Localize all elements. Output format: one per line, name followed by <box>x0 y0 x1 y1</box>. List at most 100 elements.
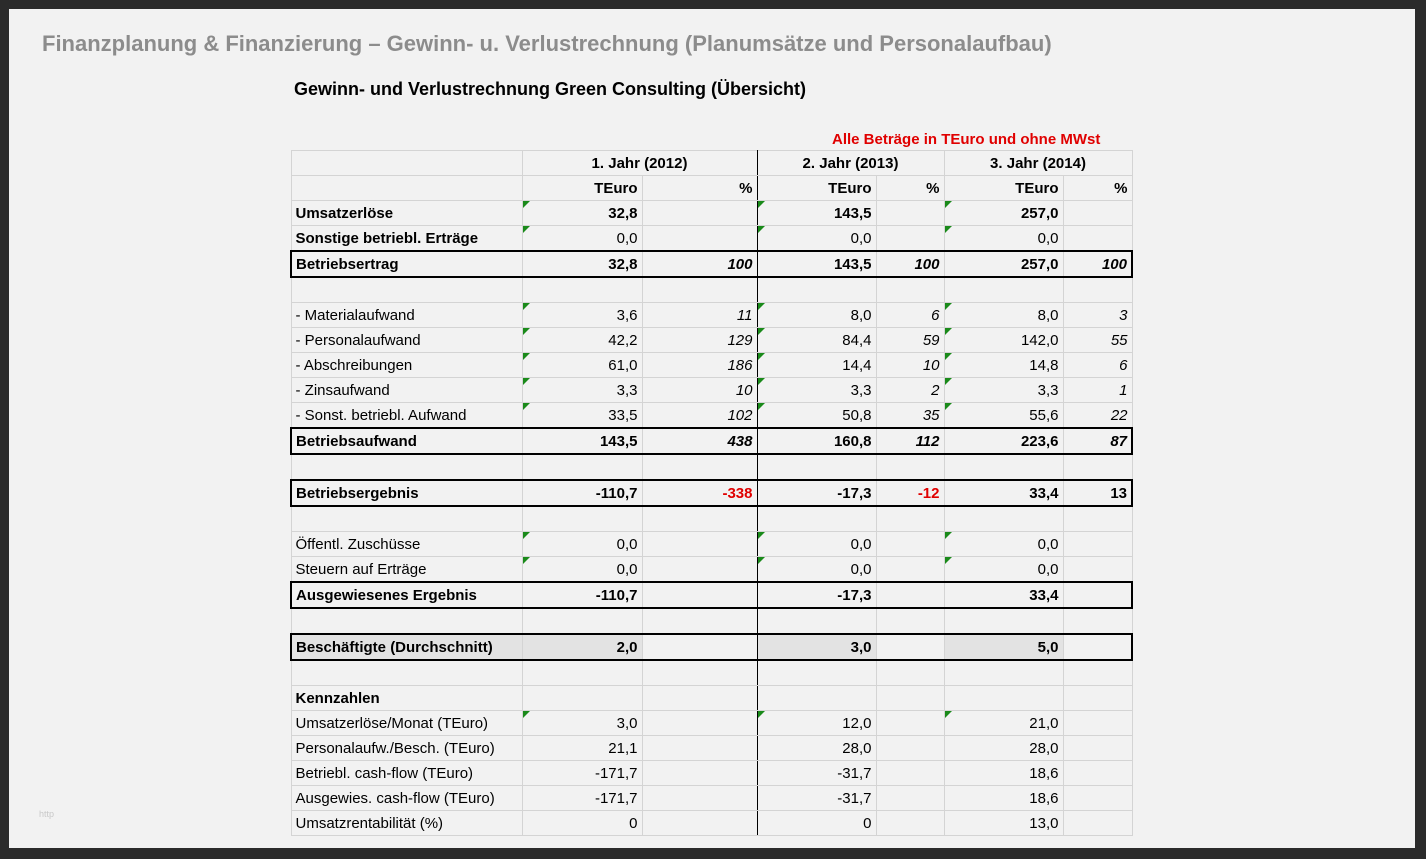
value-cell: -171,7 <box>521 760 643 786</box>
value-cell: -31,7 <box>756 760 877 786</box>
value-cell: 0,0 <box>756 556 877 583</box>
pct-cell <box>1062 581 1133 609</box>
profit-loss-table: 1. Jahr (2012) 2. Jahr (2013) 3. Jahr (2… <box>290 150 1133 836</box>
pct-cell: 100 <box>641 250 758 278</box>
row-label: Ausgewiesenes Ergebnis <box>290 581 523 609</box>
value-cell: 14,4 <box>756 352 877 378</box>
pct-cell <box>1062 200 1133 226</box>
value-cell: 2,0 <box>521 633 643 661</box>
pct-cell <box>641 633 758 661</box>
row-personal-besch: Personalaufw./Besch. (TEuro) 21,1 28,0 2… <box>290 735 1133 761</box>
pct-cell <box>875 810 945 836</box>
row-betriebl-cashflow: Betriebl. cash-flow (TEuro) -171,7 -31,7… <box>290 760 1133 786</box>
pct-cell: 186 <box>641 352 758 378</box>
watermark: http <box>39 809 55 819</box>
pct-cell <box>875 581 945 609</box>
pct-cell <box>1062 633 1133 661</box>
value-cell: 14,8 <box>943 352 1064 378</box>
row-zinsaufwand: - Zinsaufwand 3,3 10 3,3 2 3,3 1 <box>290 377 1133 403</box>
row-materialaufwand: - Materialaufwand 3,6 11 8,0 6 8,0 3 <box>290 302 1133 328</box>
row-label: Steuern auf Erträge <box>290 556 523 583</box>
value-cell: -110,7 <box>521 479 643 507</box>
row-label: Umsatzerlöse <box>290 200 523 226</box>
value-cell: 257,0 <box>943 200 1064 226</box>
value-cell: 50,8 <box>756 402 877 429</box>
pct-header: % <box>875 175 945 201</box>
row-label: - Sonst. betriebl. Aufwand <box>290 402 523 429</box>
pct-cell: -12 <box>875 479 945 507</box>
value-cell: 21,1 <box>521 735 643 761</box>
row-beschaeftigte: Beschäftigte (Durchschnitt) 2,0 3,0 5,0 <box>290 633 1133 661</box>
value-cell: 33,4 <box>943 479 1064 507</box>
value-cell: 223,6 <box>943 427 1064 455</box>
year-3-header: 3. Jahr (2014) <box>943 150 1133 176</box>
row-zuschuesse: Öffentl. Zuschüsse 0,0 0,0 0,0 <box>290 531 1133 557</box>
year-1-header: 1. Jahr (2012) <box>521 150 758 176</box>
pct-cell: 22 <box>1062 402 1133 429</box>
value-cell: 42,2 <box>521 327 643 353</box>
value-cell: 32,8 <box>521 250 643 278</box>
pct-header: % <box>641 175 758 201</box>
slide: Finanzplanung & Finanzierung – Gewinn- u… <box>9 9 1415 848</box>
pct-cell: 13 <box>1062 479 1133 507</box>
row-label: - Personalaufwand <box>290 327 523 353</box>
spacer-row <box>290 505 1133 532</box>
value-cell: 8,0 <box>756 302 877 328</box>
row-sonst-aufwand: - Sonst. betriebl. Aufwand 33,5 102 50,8… <box>290 402 1133 429</box>
value-cell: 18,6 <box>943 760 1064 786</box>
value-cell: 143,5 <box>756 250 877 278</box>
pct-cell: 2 <box>875 377 945 403</box>
row-label: Sonstige betriebl. Erträge <box>290 225 523 252</box>
pct-cell <box>1062 760 1133 786</box>
value-cell: 0,0 <box>943 531 1064 557</box>
pct-cell <box>641 710 758 736</box>
value-cell: -171,7 <box>521 785 643 811</box>
pct-cell: 102 <box>641 402 758 429</box>
unit-header: TEuro <box>943 175 1064 201</box>
value-cell: 0,0 <box>756 225 877 252</box>
pct-cell <box>641 531 758 557</box>
row-label: Beschäftigte (Durchschnitt) <box>290 633 523 661</box>
pct-cell: 35 <box>875 402 945 429</box>
row-kennzahlen: Kennzahlen <box>290 685 1133 711</box>
value-cell: 3,6 <box>521 302 643 328</box>
value-cell: 33,5 <box>521 402 643 429</box>
row-ausgewies-cashflow: Ausgewies. cash-flow (TEuro) -171,7 -31,… <box>290 785 1133 811</box>
row-label: - Zinsaufwand <box>290 377 523 403</box>
row-label: Umsatzrentabilität (%) <box>290 810 523 836</box>
row-label: Personalaufw./Besch. (TEuro) <box>290 735 523 761</box>
value-cell: 61,0 <box>521 352 643 378</box>
row-label: Betriebl. cash-flow (TEuro) <box>290 760 523 786</box>
pct-cell <box>1062 531 1133 557</box>
value-cell: 3,3 <box>943 377 1064 403</box>
row-betriebsaufwand: Betriebsaufwand 143,5 438 160,8 112 223,… <box>290 427 1133 455</box>
pct-cell <box>875 735 945 761</box>
row-personalaufwand: - Personalaufwand 42,2 129 84,4 59 142,0… <box>290 327 1133 353</box>
pct-cell: -338 <box>641 479 758 507</box>
value-cell: 8,0 <box>943 302 1064 328</box>
value-cell: 28,0 <box>943 735 1064 761</box>
value-cell: 257,0 <box>943 250 1064 278</box>
value-cell: 13,0 <box>943 810 1064 836</box>
pct-cell <box>641 785 758 811</box>
pct-cell: 6 <box>1062 352 1133 378</box>
pct-cell <box>641 735 758 761</box>
value-cell: 160,8 <box>756 427 877 455</box>
year-header-row: 1. Jahr (2012) 2. Jahr (2013) 3. Jahr (2… <box>290 150 1133 176</box>
pct-cell <box>1062 810 1133 836</box>
pct-cell <box>641 200 758 226</box>
value-cell: 12,0 <box>756 710 877 736</box>
value-cell: 3,3 <box>521 377 643 403</box>
spacer-row <box>290 659 1133 686</box>
pct-cell <box>1062 225 1133 252</box>
unit-header: TEuro <box>521 175 643 201</box>
pct-cell <box>875 225 945 252</box>
pct-cell <box>875 633 945 661</box>
pct-cell: 55 <box>1062 327 1133 353</box>
row-abschreibungen: - Abschreibungen 61,0 186 14,4 10 14,8 6 <box>290 352 1133 378</box>
pct-cell: 59 <box>875 327 945 353</box>
unit-header-row: TEuro % TEuro % TEuro % <box>290 175 1133 201</box>
pct-cell <box>641 225 758 252</box>
pct-cell <box>875 760 945 786</box>
value-cell: 3,0 <box>521 710 643 736</box>
